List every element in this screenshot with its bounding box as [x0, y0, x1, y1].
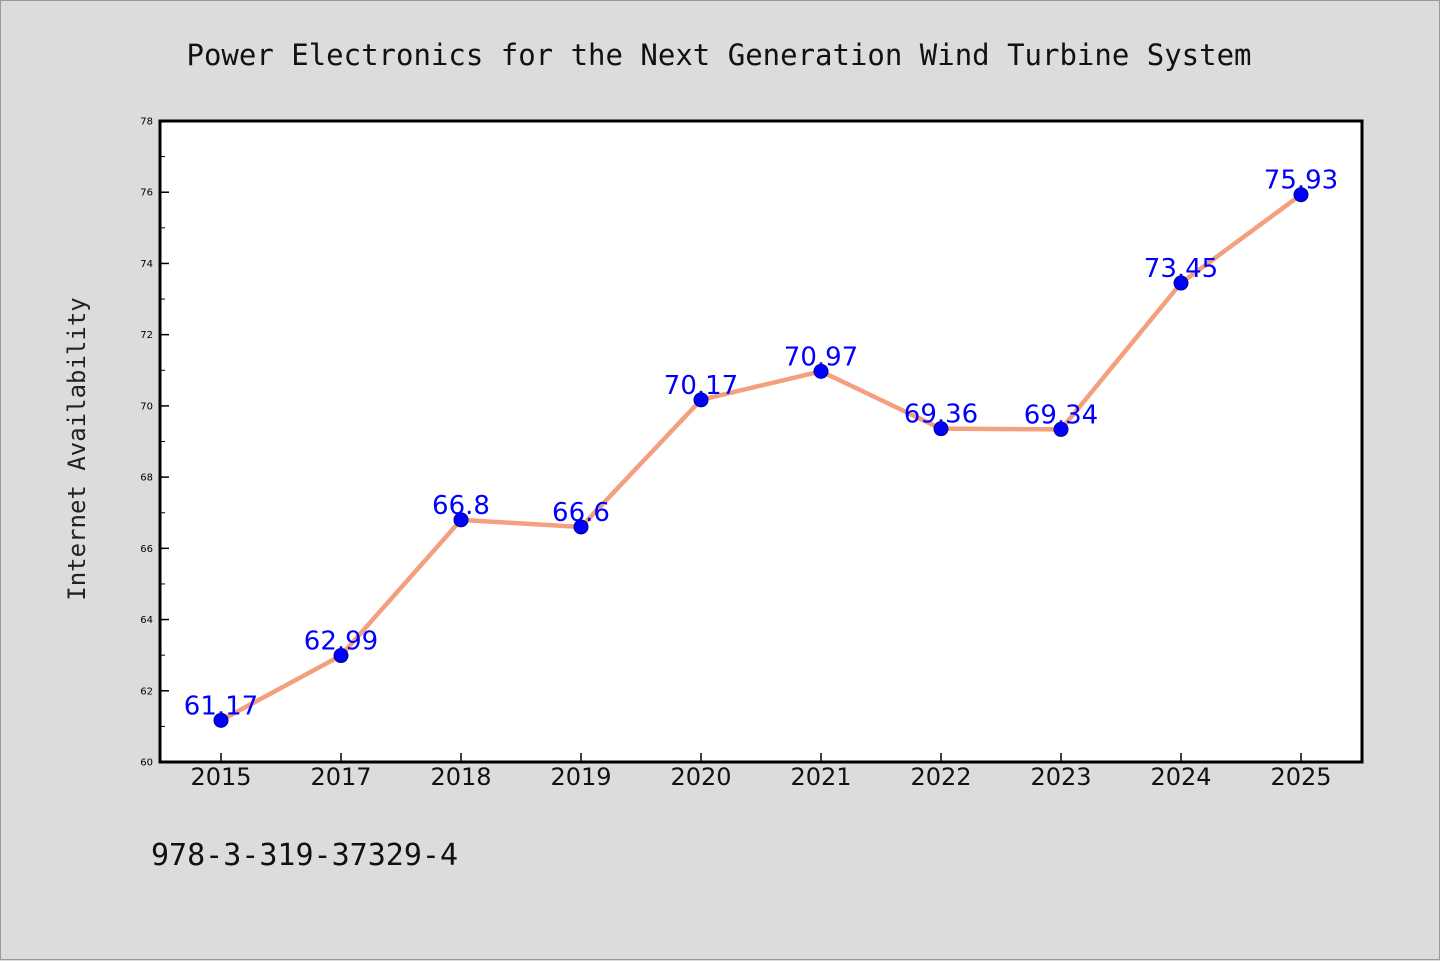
data-point [1053, 421, 1069, 437]
data-point [333, 648, 349, 664]
y-tick-label: 66 [140, 544, 153, 555]
plot-border [158, 119, 1364, 764]
data-point [573, 519, 589, 535]
data-point [933, 421, 949, 437]
x-tick-label: 2017 [310, 763, 371, 791]
data-label: 70.97 [784, 342, 858, 372]
data-point [213, 712, 229, 728]
data-label: 73.45 [1144, 254, 1218, 284]
chart-title: Power Electronics for the Next Generatio… [186, 38, 1251, 72]
data-label: 69.36 [904, 400, 978, 430]
x-axis-ticks: 2015 2017 2018 2019 2020 2021 2022 2023 2024 2025 [190, 753, 1332, 791]
data-point [1173, 275, 1189, 291]
y-tick-label: 76 [140, 188, 153, 199]
y-tick-label: 72 [140, 330, 153, 341]
x-tick-label: 2020 [670, 763, 731, 791]
x-tick-label: 2025 [1270, 763, 1331, 791]
series-line [218, 192, 1304, 723]
data-point [813, 363, 829, 379]
data-point [693, 392, 709, 408]
x-tick-label: 2021 [790, 763, 851, 791]
data-label: 61.17 [184, 691, 258, 721]
y-axis-label: Internet Availability [63, 297, 91, 600]
y-tick-label: 60 [140, 758, 153, 769]
y-axis-ticks: 60 62 64 66 68 70 72 74 76 78 [140, 117, 169, 769]
data-label: 66.8 [432, 491, 490, 521]
x-tick-label: 2019 [550, 763, 611, 791]
data-label: 62.99 [304, 627, 378, 657]
data-label: 70.17 [664, 371, 738, 401]
y-tick-label: 70 [140, 401, 153, 412]
x-tick-label: 2023 [1030, 763, 1091, 791]
data-markers [213, 187, 1309, 728]
data-label: 69.34 [1024, 400, 1098, 430]
x-tick-label: 2022 [910, 763, 971, 791]
x-tick-label: 2018 [430, 763, 491, 791]
data-label: 75.93 [1264, 166, 1338, 196]
x-tick-label: 2015 [190, 763, 251, 791]
plot-area [160, 121, 1362, 762]
y-tick-label: 62 [140, 686, 153, 697]
y-tick-label: 74 [140, 259, 153, 270]
y-tick-label: 64 [140, 615, 153, 626]
data-labels: 61.17 62.99 66.8 66.6 70.17 70.97 69.36 69.34 73… [184, 166, 1338, 722]
isbn-footer: 978-3-319-37329-4 [151, 838, 458, 873]
y-tick-label: 78 [140, 117, 153, 128]
x-tick-label: 2024 [1150, 763, 1211, 791]
y-tick-label: 68 [140, 473, 153, 484]
data-label: 66.6 [552, 498, 610, 528]
data-point [453, 512, 469, 528]
data-point [1293, 187, 1309, 203]
